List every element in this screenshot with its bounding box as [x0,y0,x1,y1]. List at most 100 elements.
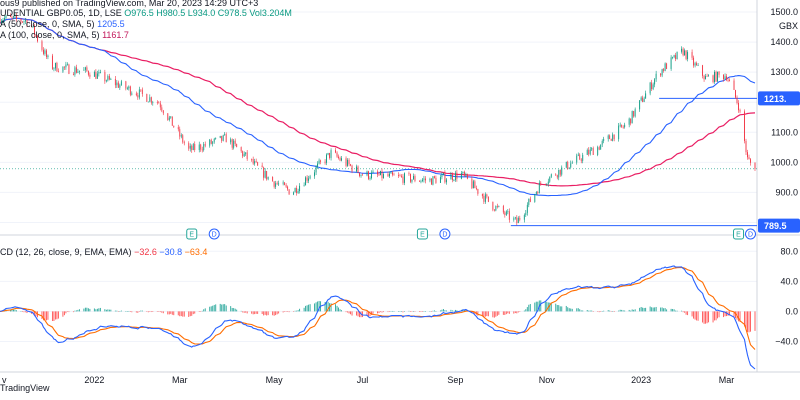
resistance-badge-text: 1213. [764,94,787,104]
candle-body [22,21,23,23]
candle-body [198,144,200,151]
candle-body [538,182,540,194]
macd-histogram-bar [660,307,662,312]
macd-histogram-bar [261,311,263,315]
macd-histogram-bar [72,311,74,313]
macd-tick-label: 80.0 [780,246,798,256]
macd-histogram-bar [621,309,623,312]
candle-body [465,173,467,176]
macd-histogram-bar [296,310,298,312]
candle-body [754,162,756,169]
candle-body [430,178,432,185]
macd-histogram-bar [68,311,70,313]
ma100-line [0,17,756,187]
macd-histogram-bar [182,311,184,317]
time-tick-label: Sep [447,375,463,385]
macd-histogram-bar [592,311,594,312]
candle-body [392,172,393,175]
earnings-marker [733,228,745,240]
macd-histogram-bar [654,307,656,312]
macd-histogram-bar [702,311,704,323]
macd-histogram-bar [117,311,119,312]
macd-histogram-bar [135,311,137,313]
candle-body [714,71,716,82]
candle-body [525,212,527,216]
macd-histogram-bar [141,310,143,312]
macd-line [0,265,756,370]
candle-body [423,178,425,180]
macd-histogram-bar [610,311,612,312]
candle-body [242,151,244,157]
macd-histogram-bar [330,303,332,312]
macd-histogram-bar [402,311,404,313]
candle-body [441,174,443,178]
macd-histogram-bar [693,311,695,319]
macd-histogram-bar [513,311,515,314]
candle-body [329,152,331,158]
macd-histogram-bar [347,311,348,313]
macd-histogram-bar [138,311,140,312]
macd-histogram-bar [104,309,106,312]
macd-histogram-bar [318,300,320,312]
candle-body [420,180,422,182]
candle-body [472,181,474,189]
macd-histogram-bar [664,308,666,312]
candle-body [104,72,106,82]
macd-histogram-bar [465,309,467,312]
macd-histogram-bar [47,311,49,320]
macd-legend[interactable]: CD (12, 26, close, 9, EMA, EMA) −32.6 −3… [0,247,207,258]
candle-body [245,152,247,154]
ma50-legend[interactable]: A (50, close, 0, SMA, 5) 1205.5 [0,19,125,30]
candle-body [404,173,405,183]
candle-body [380,170,381,176]
macd-histogram-bar [156,311,158,312]
candle-body [565,161,567,168]
macd-histogram-bar [651,307,653,312]
candle-body [726,76,727,80]
macd-histogram-bar [706,311,708,324]
macd-histogram-bar [739,311,741,322]
macd-histogram-bar [392,310,393,312]
candle-body [5,15,7,19]
macd-histogram-bar [537,301,539,312]
macd-histogram-bar [150,311,152,313]
macd-histogram-bar [83,308,85,312]
candle-body [183,142,185,144]
macd-histogram-bar [276,311,278,315]
macd-histogram-bar [267,311,269,316]
macd-histogram-bar [631,309,633,312]
candle-body [383,173,384,179]
candle-body [128,86,130,89]
candle-body [612,134,614,141]
time-tick-label: 2022 [84,375,104,385]
macd-histogram-bar [126,311,128,312]
macd-histogram-bar [643,307,645,312]
macd-histogram-bar [108,309,110,312]
time-tick-label: v [2,375,7,385]
macd-tick-label: −40.0 [775,336,798,346]
candle-body [371,172,372,179]
candle-body [624,124,626,128]
candle-body [418,181,420,182]
candle-body [633,111,635,117]
candle-body [275,183,277,187]
macd-value: −30.8 [159,247,183,257]
candle-body [336,152,338,157]
candle-body [366,171,368,176]
candle-body [670,57,672,69]
earnings-marker-letter: E [189,232,194,239]
candle-body [502,206,504,213]
macd-histogram-bar [86,307,88,312]
macd-histogram-bar [570,308,572,312]
macd-histogram-bar [326,301,328,312]
macd-histogram-bar [34,311,35,316]
macd-histogram-bar [114,310,116,312]
candle-body [255,161,257,163]
ma100-legend[interactable]: A (100, close, 0, SMA, 5) 1161.7 [0,30,129,41]
macd-histogram-bar [194,311,196,314]
candle-body [516,217,518,224]
candle-body [372,171,374,173]
macd-histogram-bar [294,310,296,312]
macd-histogram-bar [189,311,191,317]
